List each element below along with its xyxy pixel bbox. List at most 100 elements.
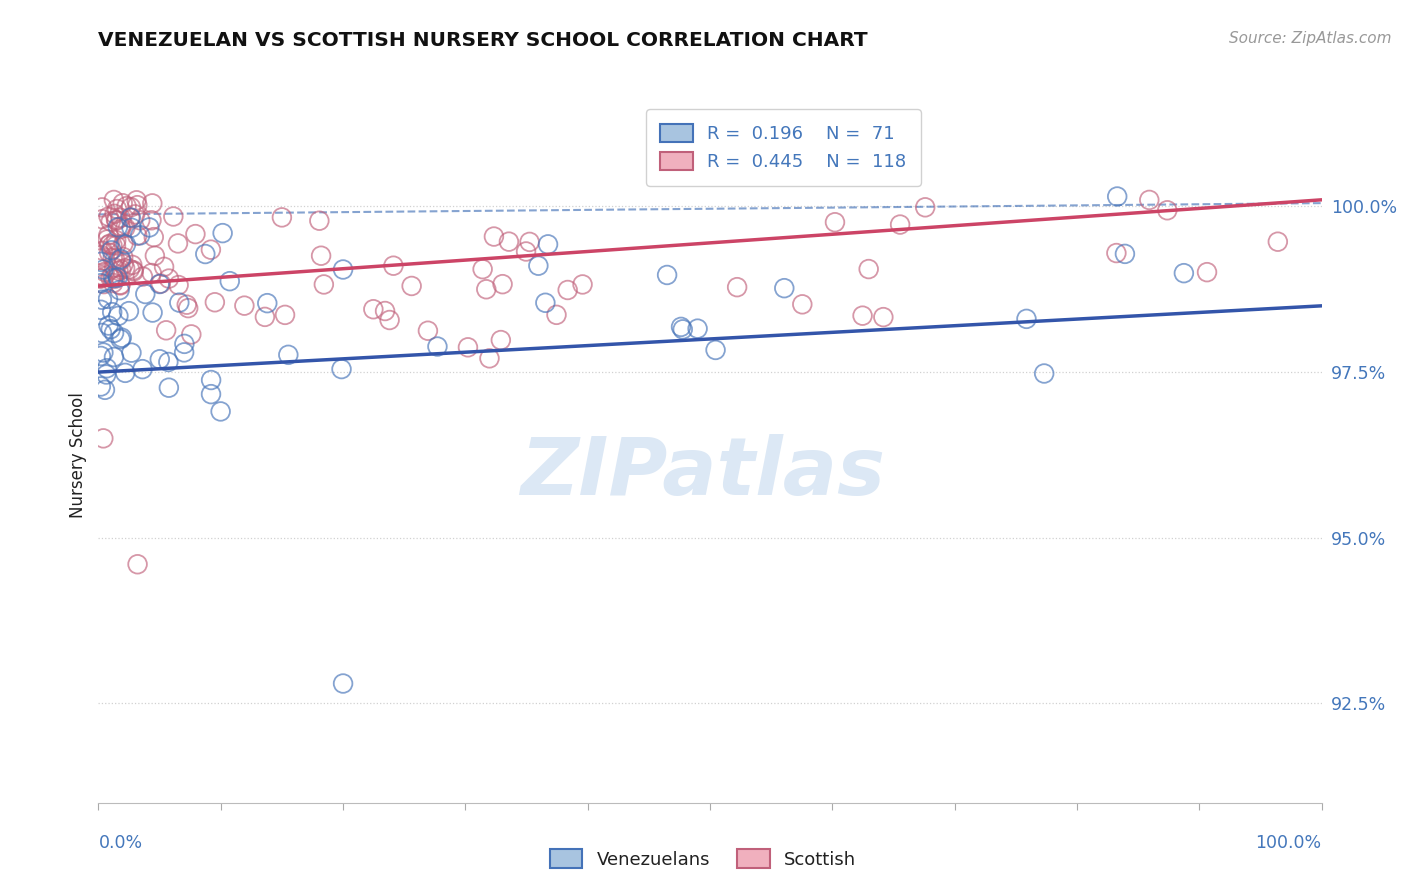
Point — [112, 236, 135, 251]
Point — [104, 271, 127, 285]
Point — [571, 277, 593, 292]
Point — [471, 262, 494, 277]
Point — [374, 304, 396, 318]
Point — [1105, 246, 1128, 260]
Point — [519, 235, 541, 249]
Point — [115, 199, 138, 213]
Point — [118, 304, 141, 318]
Point — [1156, 203, 1178, 218]
Point — [105, 213, 128, 227]
Point — [141, 266, 163, 280]
Point — [141, 196, 163, 211]
Point — [557, 283, 579, 297]
Point — [107, 264, 129, 278]
Point — [167, 236, 190, 251]
Point — [107, 220, 129, 235]
Point — [127, 558, 149, 572]
Point — [686, 321, 709, 335]
Point — [546, 308, 568, 322]
Point — [132, 269, 155, 284]
Point — [94, 383, 117, 397]
Point — [97, 237, 120, 252]
Text: Source: ZipAtlas.com: Source: ZipAtlas.com — [1229, 31, 1392, 46]
Point — [90, 277, 112, 291]
Point — [1033, 367, 1056, 381]
Point — [157, 271, 180, 285]
Point — [104, 252, 127, 266]
Point — [90, 255, 112, 269]
Point — [176, 298, 198, 312]
Point — [91, 326, 114, 340]
Point — [104, 207, 127, 221]
Point — [91, 431, 114, 445]
Point — [330, 362, 353, 376]
Point — [108, 277, 131, 292]
Point — [475, 282, 498, 296]
Point — [114, 261, 136, 276]
Point — [120, 211, 142, 225]
Point — [91, 244, 114, 258]
Point — [142, 305, 165, 319]
Point — [107, 309, 129, 323]
Point — [1267, 235, 1289, 249]
Point — [773, 281, 796, 295]
Point — [97, 292, 120, 306]
Point — [141, 213, 163, 227]
Point — [110, 332, 132, 346]
Point — [90, 293, 112, 307]
Point — [89, 271, 111, 285]
Point — [120, 345, 142, 359]
Point — [274, 308, 297, 322]
Point — [93, 345, 115, 359]
Point — [110, 278, 132, 293]
Point — [100, 270, 122, 285]
Point — [122, 264, 145, 278]
Point — [125, 194, 148, 208]
Point — [90, 379, 112, 393]
Point — [98, 236, 121, 251]
Legend: Venezuelans, Scottish: Venezuelans, Scottish — [543, 842, 863, 876]
Point — [489, 333, 512, 347]
Point — [669, 319, 692, 334]
Point — [162, 210, 184, 224]
Point — [90, 248, 112, 262]
Point — [515, 244, 537, 259]
Point — [100, 322, 122, 336]
Point — [127, 198, 149, 212]
Point — [209, 404, 232, 418]
Point — [149, 277, 172, 291]
Point — [498, 235, 520, 249]
Point — [105, 202, 128, 216]
Point — [93, 277, 115, 292]
Point — [253, 310, 276, 324]
Point — [482, 229, 505, 244]
Point — [363, 302, 385, 317]
Point — [914, 200, 936, 214]
Point — [90, 271, 112, 285]
Point — [173, 345, 195, 359]
Text: ZIPatlas: ZIPatlas — [520, 434, 886, 512]
Point — [1114, 247, 1136, 261]
Point — [129, 213, 152, 227]
Point — [1015, 311, 1038, 326]
Point — [131, 362, 153, 376]
Point — [91, 212, 114, 227]
Point — [270, 211, 294, 225]
Point — [142, 230, 165, 244]
Point — [111, 196, 134, 211]
Point — [1137, 193, 1160, 207]
Point — [1107, 189, 1129, 203]
Text: 0.0%: 0.0% — [98, 834, 142, 852]
Point — [312, 277, 335, 292]
Point — [534, 295, 557, 310]
Point — [110, 219, 132, 234]
Point — [725, 280, 748, 294]
Point — [655, 268, 678, 282]
Point — [96, 232, 118, 246]
Point — [527, 259, 550, 273]
Point — [101, 238, 124, 252]
Point — [96, 368, 118, 382]
Point — [872, 310, 894, 325]
Point — [105, 213, 128, 227]
Point — [90, 302, 112, 317]
